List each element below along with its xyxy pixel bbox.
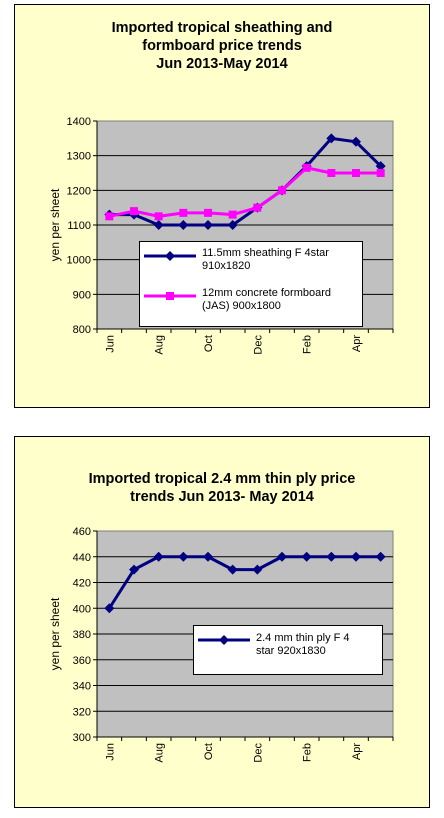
data-point xyxy=(153,220,164,230)
y-tick-label: 400 xyxy=(73,603,91,615)
x-tick-label: Dec xyxy=(252,335,264,355)
data-point xyxy=(130,207,138,216)
data-point xyxy=(153,551,164,562)
x-tick-label: Oct xyxy=(203,743,215,760)
legend-swatch-thin-ply xyxy=(198,635,250,645)
x-tick-label: Dec xyxy=(252,743,264,763)
y-tick-label: 420 xyxy=(73,578,91,590)
y-tick-label: 440 xyxy=(73,552,91,564)
chart-1-title-line-3: Jun 2013-May 2014 xyxy=(156,56,288,72)
chart-2-title-line-2: trends Jun 2013- May 2014 xyxy=(130,489,314,505)
data-point xyxy=(105,212,114,221)
data-point xyxy=(277,551,287,562)
data-point xyxy=(228,210,237,219)
chart-panel-1: Imported tropical sheathing and formboar… xyxy=(14,4,430,408)
chart-2-title-line-1: Imported tropical 2.4 mm thin ply price xyxy=(88,471,356,487)
y-tick-label: 300 xyxy=(73,732,91,744)
chart-1-plot: 800 900 1000 1100 1200 1300 1400 Jun Aug Oct Dec Fe… xyxy=(48,116,394,355)
data-point xyxy=(203,220,213,230)
y-tick-label: 380 xyxy=(73,629,91,641)
chart-2-legend: 2.4 mm thin ply F 4 star 920x1830 xyxy=(193,625,383,675)
data-point xyxy=(104,603,115,614)
legend-label-thin-ply-line-2: star 920x1830 xyxy=(256,645,326,657)
data-point xyxy=(278,186,286,195)
data-point xyxy=(326,551,337,562)
data-point xyxy=(178,220,189,230)
y-tick-label: 360 xyxy=(73,655,91,667)
legend-entry: 11.5mm sheathing F 4star 910x1820 xyxy=(140,242,362,284)
legend-label-sheathing-line-1: 11.5mm sheathing F 4star xyxy=(202,247,329,259)
data-point xyxy=(227,220,238,230)
data-point xyxy=(375,551,386,562)
data-point xyxy=(375,161,386,172)
y-tick-label: 1100 xyxy=(67,220,91,232)
chart-1-title-line-2: formboard price trends xyxy=(142,38,302,54)
y-tick-label: 460 xyxy=(73,526,91,538)
data-point xyxy=(351,136,361,147)
data-point xyxy=(327,169,336,177)
data-point xyxy=(178,551,189,562)
data-point xyxy=(252,564,263,575)
data-point xyxy=(376,169,385,177)
chart-1-legend: 11.5mm sheathing F 4star 910x1820 12mm c… xyxy=(139,241,363,327)
x-tick-label: Aug xyxy=(154,335,166,355)
legend-label-thin-ply-line-1: 2.4 mm thin ply F 4 xyxy=(256,632,350,644)
data-point xyxy=(227,564,238,575)
data-point xyxy=(154,212,163,221)
data-point xyxy=(351,551,361,562)
y-tick-label: 340 xyxy=(73,681,91,693)
x-tick-label: Apr xyxy=(351,743,363,760)
y-tick-label: 1000 xyxy=(67,255,91,267)
legend-label-formboard-line-2: (JAS) 900x1800 xyxy=(202,300,281,312)
y-axis-label: yen per sheet xyxy=(48,188,62,261)
y-tick-label: 800 xyxy=(73,324,91,336)
legend-label-formboard-line-1: 12mm concrete formboard xyxy=(202,287,331,299)
data-point xyxy=(179,208,188,217)
data-point xyxy=(301,551,312,562)
data-point xyxy=(352,169,360,177)
legend-swatch-formboard xyxy=(144,292,196,300)
y-tick-label: 320 xyxy=(73,706,91,718)
chart-panel-2: Imported tropical 2.4 mm thin ply price … xyxy=(14,436,430,808)
data-point xyxy=(129,564,139,575)
x-tick-label: Jun xyxy=(104,335,116,353)
data-point xyxy=(204,208,212,217)
series-line-1 xyxy=(109,166,381,218)
y-tick-label: 1300 xyxy=(67,151,91,163)
x-tick-label: Feb xyxy=(302,743,314,762)
y-tick-label: 1200 xyxy=(67,185,91,197)
legend-entry: 2.4 mm thin ply F 4 star 920x1830 xyxy=(194,626,382,674)
legend-entry: 12mm concrete formboard (JAS) 900x1800 xyxy=(140,284,362,326)
y-tick-label: 1400 xyxy=(67,116,91,128)
data-point xyxy=(253,203,262,212)
x-tick-label: Oct xyxy=(203,335,215,352)
chart-1-title: Imported tropical sheathing and formboar… xyxy=(15,19,429,73)
x-tick-label: Aug xyxy=(154,743,166,763)
x-tick-label: Jun xyxy=(104,743,116,761)
data-point xyxy=(326,133,337,144)
data-point xyxy=(203,551,213,562)
y-tick-label: 900 xyxy=(73,289,91,301)
data-point xyxy=(302,163,311,172)
legend-swatch-sheathing xyxy=(144,251,196,261)
chart-1-title-line-1: Imported tropical sheathing and xyxy=(111,20,333,36)
chart-2-plot: 300 320 340 360 380 400 420 440 460 Jun Aug Oct Dec F… xyxy=(48,526,394,763)
x-tick-label: Feb xyxy=(302,335,314,354)
legend-label-sheathing-line-2: 910x1820 xyxy=(202,260,251,272)
chart-2-title: Imported tropical 2.4 mm thin ply price … xyxy=(15,470,429,506)
y-axis-label: yen per sheet xyxy=(48,597,62,670)
x-tick-label: Apr xyxy=(351,335,363,352)
